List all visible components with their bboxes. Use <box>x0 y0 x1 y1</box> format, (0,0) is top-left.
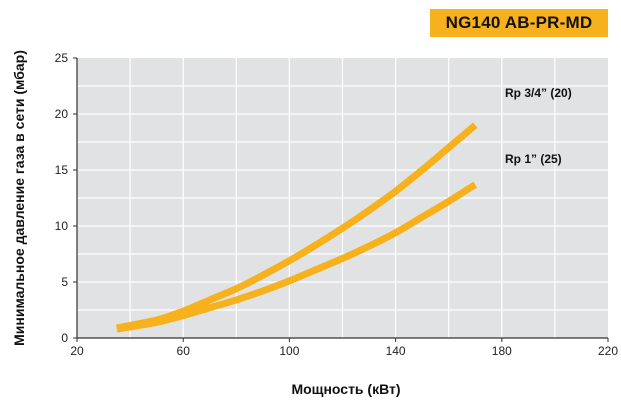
x-tick-label: 140 <box>386 344 406 358</box>
y-tick-label: 20 <box>55 107 69 121</box>
series-label-0: Rp 3/4” (20) <box>505 86 572 100</box>
y-axis-title: Минимальное давление газа в сети (мбар) <box>11 50 27 346</box>
y-tick-label: 10 <box>55 219 69 233</box>
y-tick-label: 0 <box>61 331 68 345</box>
axes <box>76 58 608 339</box>
series-lines <box>116 122 478 333</box>
model-badge: NG140 AB-PR-MD <box>430 9 608 37</box>
y-tick-label: 5 <box>61 275 68 289</box>
y-tick-labels: 0 5 10 15 20 25 <box>55 51 77 345</box>
grid <box>77 58 608 338</box>
x-tick-labels: 20 60 100 140 180 220 <box>70 338 618 358</box>
x-tick-label: 100 <box>279 344 299 358</box>
model-badge-label: NG140 AB-PR-MD <box>445 13 593 32</box>
series-line-1 <box>116 181 478 333</box>
x-tick-label: 180 <box>492 344 512 358</box>
y-tick-label: 25 <box>55 51 69 65</box>
x-tick-label: 220 <box>598 344 618 358</box>
series-label-1: Rp 1” (25) <box>505 152 562 166</box>
x-axis-title: Мощность (кВт) <box>291 381 400 397</box>
y-tick-label: 15 <box>55 163 69 177</box>
x-tick-label: 60 <box>177 344 191 358</box>
series-line-0 <box>116 122 478 332</box>
x-tick-label: 20 <box>70 344 84 358</box>
